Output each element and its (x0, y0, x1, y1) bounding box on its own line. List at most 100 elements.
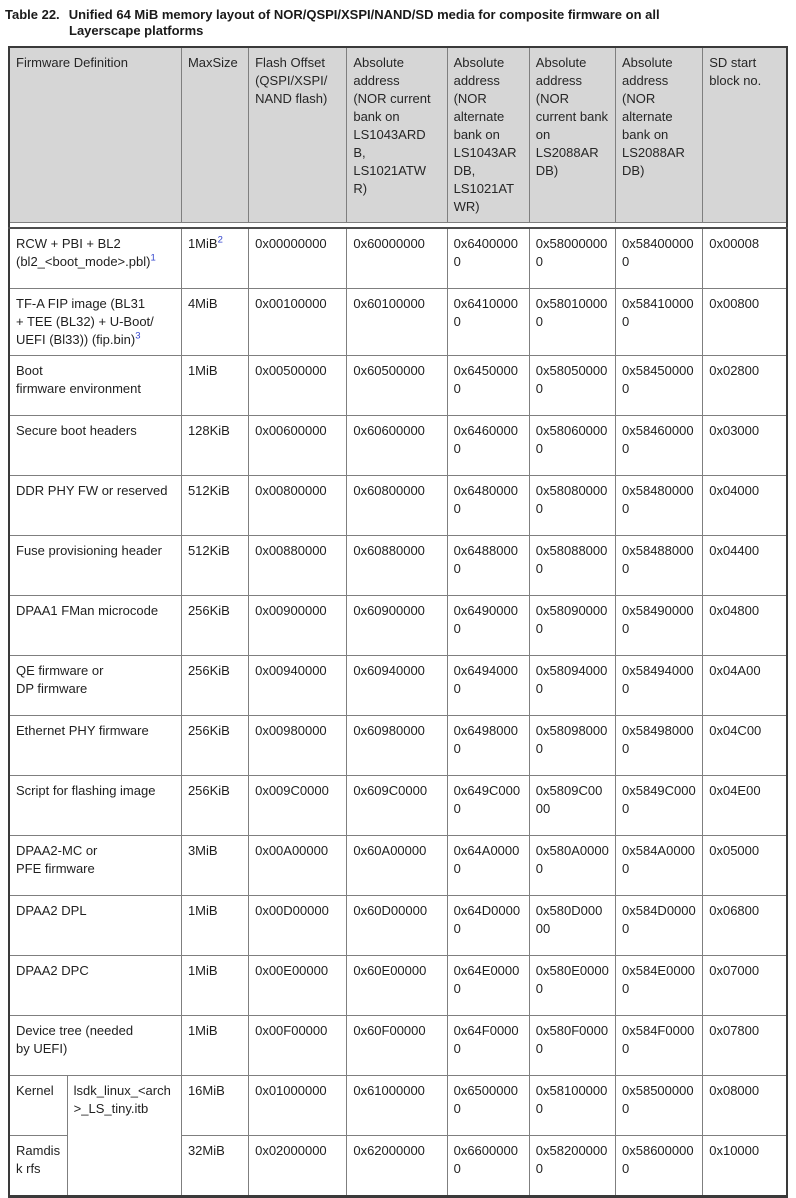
nor-current-ls1043-cell: 0x61000000 (346, 1075, 448, 1136)
table-row: Fuse provisioning header 512KiB 0x008800… (8, 535, 788, 596)
maxsize-cell: 256KiB (180, 715, 250, 776)
table-row: DPAA2 DPC 1MiB 0x00E00000 0x60E00000 0x6… (8, 955, 788, 1016)
nor-alternate-ls2088-cell: 0x584500000 (615, 355, 704, 416)
table-caption-number: Table 22. (5, 7, 60, 22)
sd-start-cell: 0x04400 (702, 535, 788, 596)
nor-current-ls1043-cell: 0x60000000 (346, 227, 448, 289)
flash-offset-cell: 0x00940000 (248, 655, 348, 716)
table-row: DDR PHY FW or reserved 512KiB 0x00800000… (8, 475, 788, 536)
flash-offset-cell: 0x00A00000 (248, 835, 348, 896)
nor-alternate-ls1043-cell: 0x64940000 (446, 655, 530, 716)
firmware-cell: DPAA2 DPL (8, 895, 182, 956)
nor-alternate-ls2088-cell: 0x584000000 (615, 227, 704, 289)
nor-current-ls2088-cell: 0x580A00000 (528, 835, 617, 896)
nor-current-ls1043-cell: 0x60800000 (346, 475, 448, 536)
maxsize-cell: 512KiB (180, 535, 250, 596)
nor-current-ls2088-cell: 0x580880000 (528, 535, 617, 596)
firmware-cell: Ethernet PHY firmware (8, 715, 182, 776)
firmware-cell: DDR PHY FW or reserved (8, 475, 182, 536)
maxsize-cell: 32MiB (180, 1135, 250, 1197)
flash-offset-cell: 0x00880000 (248, 535, 348, 596)
nor-current-ls1043-cell: 0x609C0000 (346, 775, 448, 836)
firmware-cell: Kernel (8, 1075, 68, 1136)
sd-start-cell: 0x08000 (702, 1075, 788, 1136)
firmware-cell: DPAA2-MC or PFE firmware (8, 835, 182, 896)
firmware-cell: RCW + PBI + BL2 (bl2_<boot_mode>.pbl)1 (8, 227, 182, 289)
maxsize-cell: 256KiB (180, 655, 250, 716)
header-abs-nor-alternate-ls2088: Absolute address (NOR alternate bank on … (615, 46, 704, 223)
kernel-itb-cell: lsdk_linux_<arch>_LS_tiny.itb (66, 1075, 182, 1197)
firmware-cell: TF-A FIP image (BL31 + TEE (BL32) + U-Bo… (8, 288, 182, 356)
header-abs-nor-alternate-ls1043: Absolute address (NOR alternate bank on … (446, 46, 530, 223)
maxsize-cell: 16MiB (180, 1075, 250, 1136)
nor-alternate-ls2088-cell: 0x585000000 (615, 1075, 704, 1136)
flash-offset-cell: 0x00100000 (248, 288, 348, 356)
maxsize-cell: 512KiB (180, 475, 250, 536)
nor-current-ls1043-cell: 0x60500000 (346, 355, 448, 416)
firmware-cell: Script for flashing image (8, 775, 182, 836)
nor-alternate-ls1043-cell: 0x64D00000 (446, 895, 530, 956)
header-sd-start-block: SD start block no. (702, 46, 788, 223)
flash-offset-cell: 0x00D00000 (248, 895, 348, 956)
nor-alternate-ls2088-cell: 0x584900000 (615, 595, 704, 656)
sd-start-cell: 0x10000 (702, 1135, 788, 1197)
nor-alternate-ls1043-cell: 0x64E00000 (446, 955, 530, 1016)
nor-alternate-ls2088-cell: 0x584880000 (615, 535, 704, 596)
firmware-cell: DPAA2 DPC (8, 955, 182, 1016)
nor-current-ls2088-cell: 0x580D00000 (528, 895, 617, 956)
nor-current-ls2088-cell: 0x580600000 (528, 415, 617, 476)
maxsize-cell: 3MiB (180, 835, 250, 896)
nor-current-ls2088-cell: 0x580E00000 (528, 955, 617, 1016)
flash-offset-cell: 0x00E00000 (248, 955, 348, 1016)
nor-current-ls1043-cell: 0x60D00000 (346, 895, 448, 956)
flash-offset-cell: 0x01000000 (248, 1075, 348, 1136)
nor-current-ls1043-cell: 0x60E00000 (346, 955, 448, 1016)
table-row: QE firmware or DP firmware 256KiB 0x0094… (8, 655, 788, 716)
footnote-ref-1[interactable]: 1 (150, 252, 156, 264)
flash-offset-cell: 0x00000000 (248, 227, 348, 289)
table-caption: Table 22. Unified 64 MiB memory layout of… (5, 7, 796, 39)
footnote-ref-3[interactable]: 3 (135, 330, 141, 342)
flash-offset-cell: 0x02000000 (248, 1135, 348, 1197)
nor-alternate-ls1043-cell: 0x64100000 (446, 288, 530, 356)
table-row: DPAA2-MC or PFE firmware 3MiB 0x00A00000… (8, 835, 788, 896)
footnote-ref-2[interactable]: 2 (217, 234, 223, 246)
flash-offset-cell: 0x00800000 (248, 475, 348, 536)
sd-start-cell: 0x06800 (702, 895, 788, 956)
sd-start-cell: 0x04E00 (702, 775, 788, 836)
sd-start-cell: 0x04C00 (702, 715, 788, 776)
firmware-cell: Device tree (needed by UEFI) (8, 1015, 182, 1076)
nor-alternate-ls2088-cell: 0x584940000 (615, 655, 704, 716)
memory-layout-table: Firmware Definition MaxSize Flash Offset… (8, 46, 788, 1198)
flash-offset-cell: 0x00900000 (248, 595, 348, 656)
maxsize-cell: 256KiB (180, 775, 250, 836)
firmware-cell: QE firmware or DP firmware (8, 655, 182, 716)
sd-start-cell: 0x04000 (702, 475, 788, 536)
maxsize-cell: 1MiB2 (180, 227, 250, 289)
header-abs-nor-current-ls2088: Absolute address (NOR current bank on LS… (528, 46, 617, 223)
header-body-gap (9, 222, 787, 229)
flash-offset-cell: 0x00980000 (248, 715, 348, 776)
header-abs-nor-current-ls1043: Absolute address (NOR current bank on LS… (346, 46, 448, 223)
nor-alternate-ls1043-cell: 0x64F00000 (446, 1015, 530, 1076)
sd-start-cell: 0x05000 (702, 835, 788, 896)
maxsize-cell: 1MiB (180, 1015, 250, 1076)
maxsize-cell: 128KiB (180, 415, 250, 476)
maxsize-cell: 4MiB (180, 288, 250, 356)
sd-start-cell: 0x00008 (702, 227, 788, 289)
firmware-cell: Fuse provisioning header (8, 535, 182, 596)
nor-alternate-ls1043-cell: 0x64A00000 (446, 835, 530, 896)
table-row: Device tree (needed by UEFI) 1MiB 0x00F0… (8, 1015, 788, 1076)
maxsize-cell: 1MiB (180, 895, 250, 956)
nor-current-ls2088-cell: 0x580500000 (528, 355, 617, 416)
nor-current-ls1043-cell: 0x60880000 (346, 535, 448, 596)
nor-alternate-ls2088-cell: 0x584100000 (615, 288, 704, 356)
firmware-cell: Ramdisk rfs (8, 1135, 68, 1197)
nor-current-ls2088-cell: 0x580F00000 (528, 1015, 617, 1076)
nor-current-ls2088-cell: 0x580900000 (528, 595, 617, 656)
flash-offset-cell: 0x00F00000 (248, 1015, 348, 1076)
nor-alternate-ls2088-cell: 0x5849C0000 (615, 775, 704, 836)
nor-alternate-ls1043-cell: 0x64000000 (446, 227, 530, 289)
sd-start-cell: 0x07000 (702, 955, 788, 1016)
header-flash-offset: Flash Offset (QSPI/XSPI/ NAND flash) (248, 46, 348, 223)
